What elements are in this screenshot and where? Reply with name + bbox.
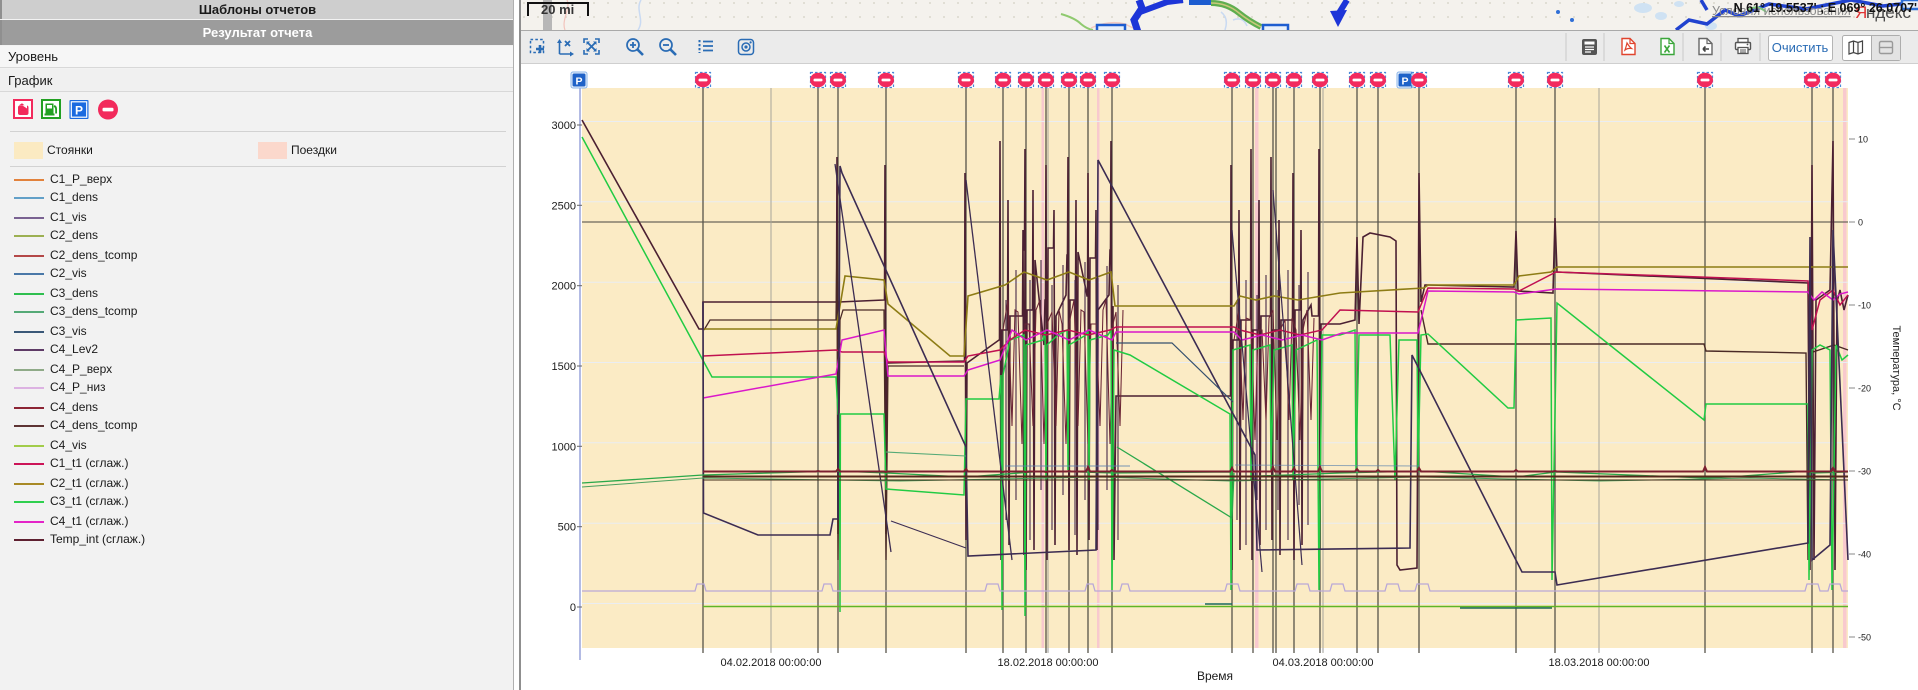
svg-text:-50: -50 <box>1858 633 1871 643</box>
svg-text:1000: 1000 <box>552 441 576 453</box>
svg-text:Время: Время <box>1197 669 1233 683</box>
svg-text:-40: -40 <box>1858 550 1871 560</box>
svg-text:20 mi: 20 mi <box>541 2 574 17</box>
svg-text:N 61° 19.5537' ; E 069° 26.070: N 61° 19.5537' ; E 069° 26.0707' <box>1734 1 1917 15</box>
svg-text:04.03.2018 00:00:00: 04.03.2018 00:00:00 <box>1273 657 1374 669</box>
svg-text:2500: 2500 <box>552 200 576 212</box>
svg-text:-10: -10 <box>1858 301 1871 311</box>
svg-text:Температура, °C: Температура, °C <box>1890 325 1902 410</box>
svg-text:0: 0 <box>570 602 576 614</box>
svg-text:P: P <box>1401 76 1408 88</box>
svg-text:P: P <box>75 104 83 118</box>
svg-text:Условия использования: Условия использования <box>1712 4 1851 18</box>
svg-text:18.02.2018 00:00:00: 18.02.2018 00:00:00 <box>998 657 1099 669</box>
svg-text:3000: 3000 <box>552 120 576 132</box>
svg-text:04.02.2018 00:00:00: 04.02.2018 00:00:00 <box>721 657 822 669</box>
svg-text:10: 10 <box>1858 135 1868 145</box>
svg-text:18.03.2018 00:00:00: 18.03.2018 00:00:00 <box>1549 657 1650 669</box>
svg-text:500: 500 <box>558 522 576 534</box>
svg-text:1500: 1500 <box>552 361 576 373</box>
svg-text:P: P <box>575 76 582 88</box>
svg-text:-20: -20 <box>1858 384 1871 394</box>
svg-text:0: 0 <box>1858 218 1863 228</box>
svg-text:Я: Я <box>1855 3 1867 22</box>
svg-text:Очистить: Очистить <box>1772 40 1829 55</box>
svg-text:ндекс: ндекс <box>1866 3 1911 22</box>
svg-text:-30: -30 <box>1858 467 1871 477</box>
svg-text:2000: 2000 <box>552 281 576 293</box>
